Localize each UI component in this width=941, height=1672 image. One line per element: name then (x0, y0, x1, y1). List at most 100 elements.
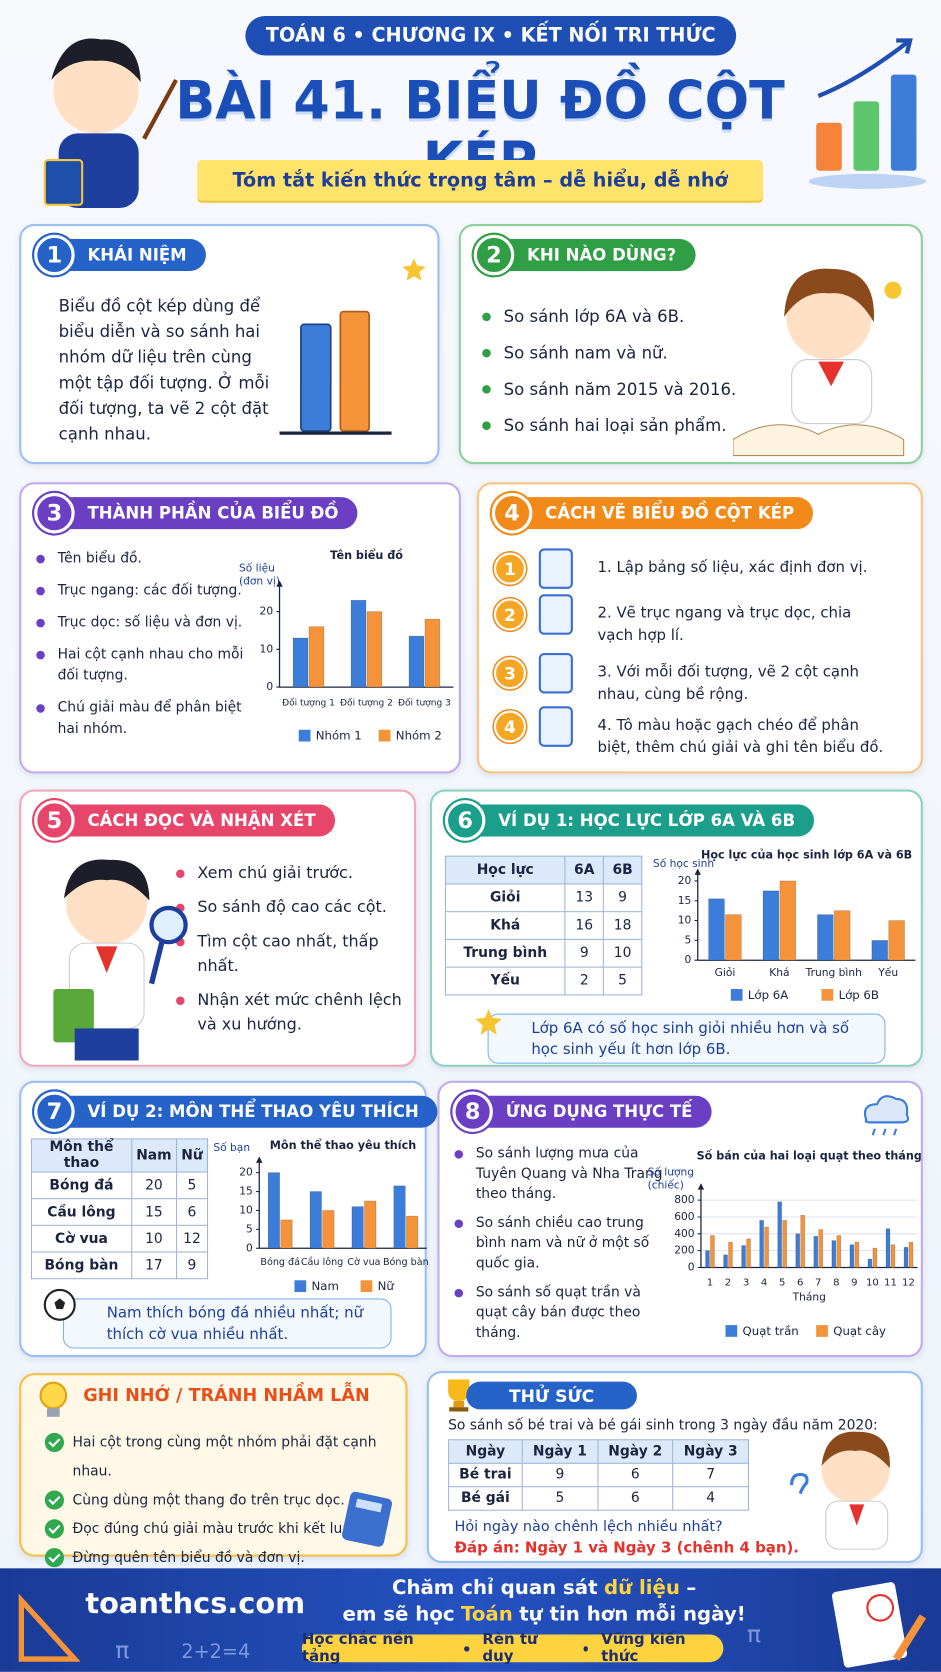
axis-arrow (256, 1156, 263, 1163)
list-item: Đừng quên tên biểu đồ và đơn vị. (44, 1544, 402, 1573)
bar (280, 1219, 293, 1249)
thinking-boy-illustration (790, 1431, 890, 1550)
practice-question: So sánh số bé trai và bé gái sinh trong … (448, 1417, 878, 1434)
table-cell: 13 (564, 883, 604, 913)
y-axis-label: (đơn vị) (239, 574, 280, 587)
y-tick-label: 5 (685, 933, 692, 946)
legend-label: Nam (312, 1279, 339, 1293)
set-square-icon (18, 1593, 81, 1662)
y-tick-label: 10 (260, 642, 274, 655)
bar (741, 1245, 746, 1268)
table-row: Khá 16 18 (444, 911, 643, 940)
bar (746, 1238, 751, 1268)
components-chart: Tên biểu đồ Số liệu(đơn vị) 0 10 20 Đối tượng… (239, 549, 454, 743)
tips-list: Hai cột trong cùng một nhóm phải đặt cạn… (44, 1429, 402, 1573)
x-tick-label: Đối tượng 2 (340, 698, 393, 709)
card-reading: 5 CÁCH ĐỌC VÀ NHẬN XÉT Xem chú giải trước… (19, 789, 417, 1067)
step-text: 1. Lập bảng số liệu, xác định đơn vị. (597, 559, 868, 577)
legend-swatch (294, 1280, 307, 1293)
bar (322, 1210, 335, 1249)
concept-icon (279, 258, 426, 435)
section-title: VÍ DỤ 1: HỌC LỰC LỚP 6A VÀ 6B (470, 804, 815, 837)
step-icon (538, 548, 573, 589)
legend-label: Quạt cây (833, 1324, 886, 1338)
girl-illustration (732, 268, 905, 457)
list-item: So sánh nam và nữ. (482, 335, 738, 371)
step-badge: 3 (493, 657, 526, 690)
practice-title: THỬ SỨC (466, 1381, 637, 1410)
y-tick-label: 0 (266, 680, 273, 693)
card-components: 3 THÀNH PHẦN CỦA BIỂU ĐỒ Tên biểu đồ. Trục… (19, 482, 461, 774)
table-cell: 5 (602, 966, 643, 996)
table-cell: 5 (521, 1486, 599, 1511)
section-title: CÁCH VẼ BIỂU ĐỒ CỘT KÉP (517, 497, 814, 530)
table-cell: 18 (602, 911, 643, 940)
bar (890, 1244, 896, 1268)
table-header-cell: Ngày 2 (597, 1439, 674, 1464)
step-icon (538, 706, 573, 747)
x-tick-label: 4 (761, 1277, 767, 1288)
check-icon (44, 1490, 65, 1510)
y-tick-label: 20 (239, 1166, 253, 1179)
bar (813, 1236, 819, 1268)
table-cell: Cờ vua (30, 1224, 132, 1253)
table-cell: 20 (130, 1171, 177, 1200)
table-cell: 17 (130, 1251, 177, 1280)
item-text: Hai cột trong cùng một nhóm phải đặt cạn… (72, 1434, 377, 1480)
footer-tags: Học chắc nền tảng Rèn tư duy Vững kiến thứ… (301, 1631, 724, 1665)
list-item: Xem chú giải trước. (176, 861, 405, 886)
footer: toanthcs.com Chăm chỉ quan sát dữ liệu – e… (0, 1568, 941, 1672)
bar (818, 1229, 824, 1268)
legend-label: Nữ (378, 1279, 395, 1293)
bullet (36, 618, 45, 628)
header-badge: TOÁN 6 • CHƯƠNG IX • KẾT NỐI TRI THỨC (245, 16, 737, 56)
legend-label: Lớp 6B (839, 988, 879, 1002)
bar (867, 1258, 873, 1268)
item-text: Tên biểu đồ. (57, 550, 142, 567)
table-header-cell: Nam (130, 1138, 177, 1173)
y-tick-label: 800 (674, 1193, 695, 1206)
table-cell: Trung bình (444, 938, 566, 968)
legend-swatch (378, 729, 391, 742)
legend-label: Quạt trần (743, 1324, 799, 1338)
footer-decor: π (746, 1621, 761, 1649)
list-item: Hai cột cạnh nhau cho mỗi đối tượng. (36, 644, 244, 687)
table-cell: Bóng bàn (30, 1251, 132, 1280)
check-mark (48, 1521, 61, 1534)
card-applications: 8 ỨNG DỤNG THỰC TẾ So sánh lượng mưa của … (437, 1080, 923, 1358)
item-text: So sánh lớp 6A và 6B. (503, 307, 685, 327)
table-cell: Bóng đá (30, 1171, 132, 1200)
y-axis-label: Số lượng (648, 1166, 694, 1179)
y-tick-label: 0 (688, 1260, 695, 1273)
bar (408, 635, 425, 688)
bullet (36, 704, 45, 713)
step-icon (538, 652, 573, 694)
bar (393, 1185, 406, 1249)
tag-separator (583, 1645, 589, 1652)
table-cell: 15 (130, 1198, 177, 1226)
step-badge: 4 (493, 710, 526, 743)
example2-note: Nam thích bóng đá nhiều nhất; nữ thích c… (62, 1298, 392, 1349)
x-tick-label: 11 (884, 1277, 897, 1288)
table-row: Yếu 2 5 (444, 966, 643, 996)
check-mark (48, 1435, 61, 1448)
check-mark (48, 1550, 61, 1563)
check-mark (48, 1492, 61, 1506)
item-text: So sánh số quạt trần và quạt cây bán đượ… (475, 1284, 641, 1342)
bar (849, 1244, 855, 1268)
y-tick-label: 15 (678, 894, 692, 907)
table-cell: 6 (597, 1462, 674, 1488)
list-item: Đọc đúng chú giải màu trước khi kết luận… (44, 1515, 402, 1544)
bar (762, 890, 780, 961)
ball-icon (43, 1288, 76, 1321)
data-table: Học lực 6A 6B Giỏi 13 9 Khá 16 18 Trung bình 9 10 Yế… (444, 855, 643, 996)
bar (705, 1250, 710, 1268)
card-when: 2 KHI NÀO DÙNG? So sánh lớp 6A và 6B. So s… (458, 224, 923, 465)
list-item: So sánh độ cao các cột. (176, 895, 405, 920)
legend-swatch (360, 1280, 373, 1293)
section-number: 6 (444, 800, 486, 841)
bar (764, 1226, 769, 1268)
bar (871, 940, 888, 961)
bullet (176, 995, 185, 1005)
chart-title: Số bán của hai loại quạt theo tháng (697, 1150, 921, 1163)
